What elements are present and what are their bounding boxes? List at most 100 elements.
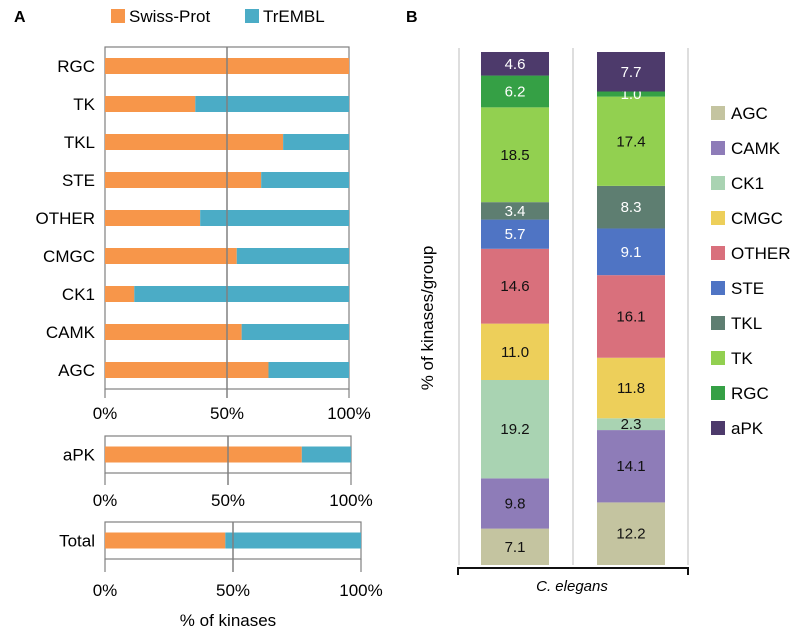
panel-a-label: A (14, 9, 26, 26)
category-label-rgc: RGC (57, 57, 95, 76)
bar-ste-trembl (261, 172, 349, 188)
data-label-agc-col-0: 7.1 (505, 539, 526, 556)
data-label-rgc-col-0: 6.2 (505, 83, 526, 100)
category-label-agc: AGC (58, 361, 95, 380)
panel-a-main-plot: RGC TK TKL STE OTHER CMGC CK1 CAMK AGC 0% 50% 100% (36, 46, 371, 423)
bar-total-trembl (225, 532, 361, 549)
x-tick-label-2-apk: 100% (329, 491, 372, 510)
data-label-camk-col-0: 9.8 (505, 496, 526, 513)
data-label-ck1-col-0: 19.2 (500, 421, 529, 438)
bar-total-swiss-prot (105, 532, 226, 549)
bar-agc-swiss-prot (105, 362, 269, 378)
data-label-agc-col-1: 12.2 (616, 526, 645, 543)
legend-label-agc: AGC (731, 104, 768, 123)
data-label-apk-col-0: 4.6 (505, 56, 526, 73)
legend-swatch-ck1 (711, 176, 725, 190)
segment-other-col-1 (597, 275, 665, 358)
bar-tk-swiss-prot (105, 96, 196, 112)
bar-cmgc-swiss-prot (105, 248, 237, 264)
data-label-tkl-col-0: 3.4 (505, 203, 526, 220)
bar-agc-trembl (268, 362, 349, 378)
legend-label-ck1: CK1 (731, 174, 764, 193)
data-label-camk-col-1: 14.1 (616, 458, 645, 475)
legend-label-camk: CAMK (731, 139, 781, 158)
legend-swatch-agc (711, 106, 725, 120)
category-label-other: OTHER (36, 209, 96, 228)
legend-label-other: OTHER (731, 244, 791, 263)
segment-camk-col-0 (481, 478, 549, 529)
bar-camk-trembl (241, 324, 349, 340)
category-label-tkl: TKL (64, 133, 95, 152)
segment-apk-col-1 (597, 52, 665, 92)
x-tick-label-0-total: 0% (93, 581, 118, 600)
panel-a-legend: Swiss-Prot TrEMBL (111, 7, 325, 26)
legend-swatch-ste (711, 281, 725, 295)
legend-label-apk: aPK (731, 419, 764, 438)
segment-rgc-col-1 (597, 91, 665, 97)
legend-label-cmgc: CMGC (731, 209, 783, 228)
x-tick-label-1-apk: 50% (211, 491, 245, 510)
bar-apk-swiss-prot (105, 446, 302, 463)
panel-b-group-label: C. elegans (536, 578, 608, 595)
segment-tk-col-0 (481, 107, 549, 203)
data-label-cmgc-col-1: 11.8 (617, 380, 645, 397)
legend-swatch-other (711, 246, 725, 260)
x-tick-label-2-total: 100% (339, 581, 382, 600)
data-label-tk-col-1: 17.4 (616, 133, 645, 150)
bar-other-swiss-prot (105, 210, 201, 226)
data-label-ste-col-1: 9.1 (621, 244, 642, 261)
legend-swatch-apk (711, 421, 725, 435)
segment-tkl-col-0 (481, 202, 549, 220)
bar-ste-swiss-prot (105, 172, 262, 188)
data-label-apk-col-1: 7.7 (621, 64, 642, 81)
data-label-ck1-col-1: 2.3 (621, 416, 642, 433)
bar-tkl-swiss-prot (105, 134, 284, 150)
bar-cmgc-trembl (236, 248, 349, 264)
bar-apk-trembl (301, 446, 351, 463)
segment-ste-col-0 (481, 219, 549, 249)
bar-camk-swiss-prot (105, 324, 242, 340)
category-label-camk: CAMK (46, 323, 96, 342)
panel-a-apk-plot: aPK 0% 50% 100% (63, 435, 373, 510)
data-label-tkl-col-1: 8.3 (621, 199, 642, 216)
legend-swatch-cmgc (711, 211, 725, 225)
legend-label-tkl: TKL (731, 314, 762, 333)
legend-swatch-tk (711, 351, 725, 365)
data-label-ste-col-0: 5.7 (505, 226, 526, 243)
segment-ck1-col-0 (481, 379, 549, 479)
legend-label-trembl: TrEMBL (263, 7, 325, 26)
legend-swatch-camk (711, 141, 725, 155)
segment-cmgc-col-1 (597, 357, 665, 419)
x-tick-label-2-main: 100% (327, 404, 370, 423)
panel-b-y-axis-title: % of kinases/group (418, 246, 437, 391)
segment-cmgc-col-0 (481, 323, 549, 380)
panel-a-x-axis-title: % of kinases (180, 611, 276, 630)
category-label-tk: TK (73, 95, 95, 114)
segment-tk-col-1 (597, 96, 665, 186)
panel-b-plot: 7.1 9.8 19.2 11.0 14.6 5.7 3.4 18.5 6.2 4.6 12.2 14… (457, 48, 689, 575)
segment-rgc-col-0 (481, 75, 549, 108)
data-label-other-col-1: 16.1 (616, 308, 645, 325)
legend-label-swiss-prot: Swiss-Prot (129, 7, 211, 26)
bar-tkl-trembl (283, 134, 349, 150)
data-label-cmgc-col-0: 11.0 (501, 344, 529, 361)
category-label-ck1: CK1 (62, 285, 95, 304)
category-label-ste: STE (62, 171, 95, 190)
category-label-total: Total (59, 532, 95, 551)
segment-agc-col-1 (597, 502, 665, 565)
legend-swatch-tkl (711, 316, 725, 330)
panel-b-legend: AGC CAMK CK1 CMGC OTHER STE TKL TK RGC aPK (711, 104, 791, 438)
category-label-cmgc: CMGC (43, 247, 95, 266)
bar-other-trembl (200, 210, 349, 226)
category-label-apk: aPK (63, 446, 96, 465)
x-tick-label-0-apk: 0% (93, 491, 118, 510)
segment-ck1-col-1 (597, 418, 665, 431)
segment-apk-col-0 (481, 52, 549, 76)
panel-a-total-plot: Total 0% 50% 100% (59, 521, 383, 600)
legend-label-ste: STE (731, 279, 764, 298)
segment-tkl-col-1 (597, 185, 665, 229)
legend-swatch-swiss-prot (111, 9, 125, 23)
segment-agc-col-0 (481, 528, 549, 565)
bar-ck1-trembl (134, 286, 349, 302)
